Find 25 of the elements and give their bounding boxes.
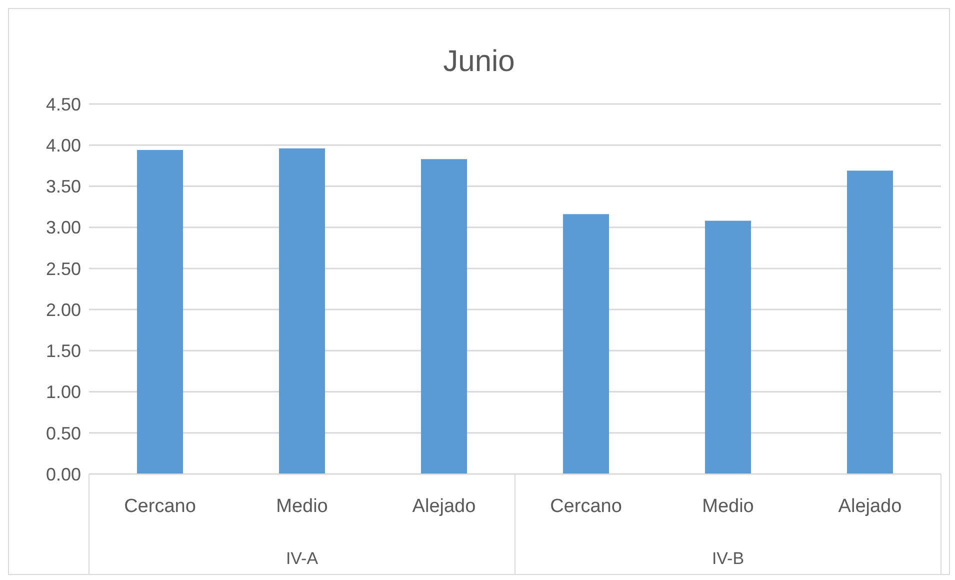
y-tick-label: 0.50 xyxy=(46,423,81,444)
text: IV-A xyxy=(286,549,319,568)
y-tick-label: 2.50 xyxy=(46,258,81,279)
y-tick-label: 1.50 xyxy=(46,341,81,362)
bar xyxy=(137,150,183,474)
y-tick-label: 3.50 xyxy=(46,176,81,197)
x-tick-label: Alejado xyxy=(838,496,902,517)
y-tick-label: 0.00 xyxy=(46,464,81,484)
chart-title: Junio xyxy=(442,45,516,79)
bar xyxy=(847,170,893,474)
x-tick-label: Medio xyxy=(702,496,754,517)
bar xyxy=(421,159,467,474)
bar xyxy=(705,220,751,474)
y-tick-label: 3.00 xyxy=(46,218,81,238)
x-tick-label: Alejado xyxy=(412,496,476,517)
x-tick-label: Medio xyxy=(276,496,328,517)
y-tick-label: 1.00 xyxy=(46,382,81,402)
x-tick-label: Cercano xyxy=(550,496,622,517)
bar xyxy=(279,148,325,474)
y-tick-label: 4.50 xyxy=(46,94,81,114)
y-tick-label: 2.00 xyxy=(46,300,81,320)
x-tick-label: Cercano xyxy=(124,496,196,517)
text: IV-B xyxy=(712,549,744,568)
bar xyxy=(563,214,609,474)
y-tick-label: 4.00 xyxy=(46,136,81,156)
